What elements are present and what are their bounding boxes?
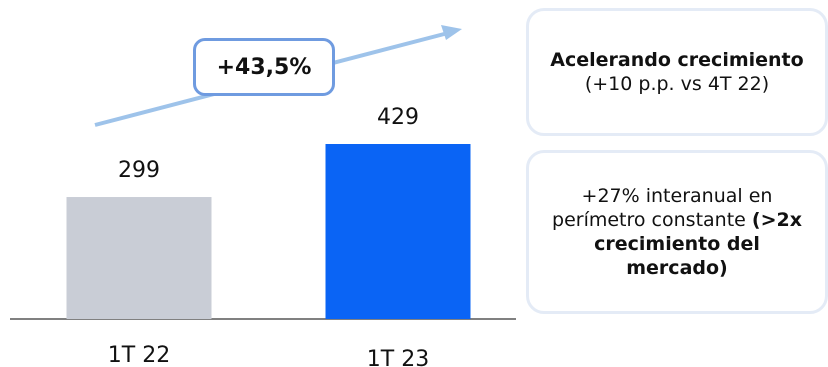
category-label-2: 1T 23	[367, 347, 429, 367]
growth-arrow-head	[441, 25, 462, 40]
callout-organic-growth: +27% interanual en perímetro constante (…	[526, 150, 828, 314]
bar-1	[66, 197, 212, 319]
bar-2	[325, 144, 471, 319]
callout-organic-growth-text: +27% interanual en perímetro constante (…	[541, 184, 813, 280]
callout-acceleration-text: Acelerando crecimiento (+10 p.p. vs 4T 2…	[543, 48, 811, 96]
value-label-2: 429	[377, 105, 419, 130]
callout-organic-growth-plain: +27% interanual en perímetro constante	[552, 185, 773, 231]
callout-acceleration-bold: Acelerando crecimiento	[550, 49, 804, 71]
bars-layer	[66, 144, 471, 319]
callout-acceleration: Acelerando crecimiento (+10 p.p. vs 4T 2…	[526, 8, 828, 136]
growth-badge: +43,5%	[193, 38, 335, 96]
growth-label: +43,5%	[216, 54, 312, 80]
labels-layer: 299 1T 22 429 1T 23	[108, 105, 429, 367]
callout-organic-growth-bold: (>2x crecimiento del mercado)	[594, 209, 802, 279]
value-label-1: 299	[118, 158, 160, 183]
category-label-1: 1T 22	[108, 343, 170, 367]
callout-acceleration-rest: (+10 p.p. vs 4T 22)	[584, 73, 770, 95]
